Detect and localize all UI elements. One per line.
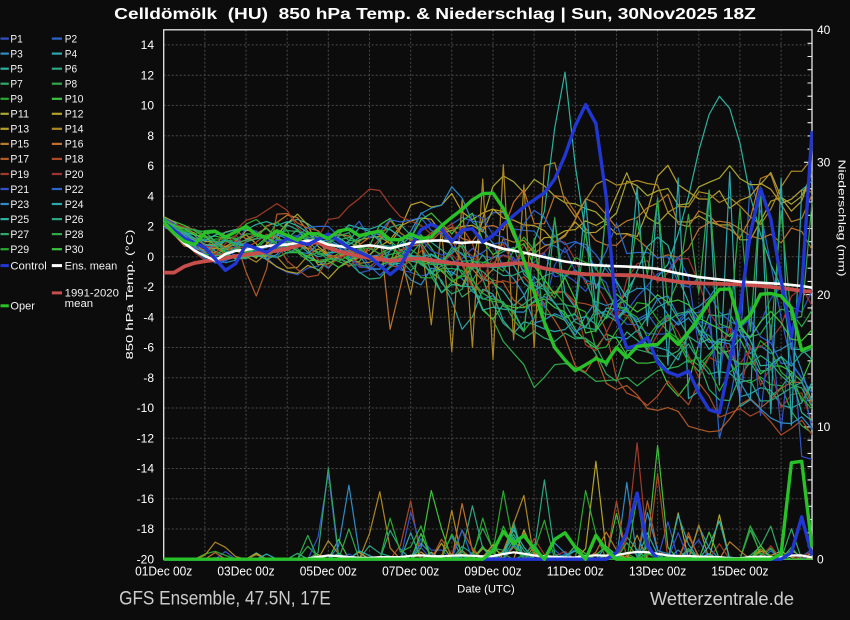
svg-text:P29: P29 (10, 244, 29, 256)
svg-text:10: 10 (817, 420, 831, 434)
svg-text:P12: P12 (65, 109, 84, 121)
svg-text:P13: P13 (10, 124, 29, 136)
svg-text:20: 20 (817, 288, 831, 302)
svg-text:01Dec 00z: 01Dec 00z (135, 565, 192, 579)
svg-text:Ens. mean: Ens. mean (65, 260, 118, 272)
svg-text:850 hPa Temp. (°C): 850 hPa Temp. (°C) (124, 230, 136, 360)
svg-text:-2: -2 (143, 280, 154, 294)
svg-text:P26: P26 (65, 214, 84, 226)
svg-text:P27: P27 (10, 229, 29, 241)
svg-text:2: 2 (147, 220, 154, 234)
svg-text:GFS Ensemble, 47.5N, 17E: GFS Ensemble, 47.5N, 17E (119, 589, 331, 610)
svg-text:-18: -18 (137, 522, 155, 536)
svg-text:P15: P15 (10, 139, 29, 151)
svg-text:P5: P5 (10, 64, 22, 76)
svg-text:40: 40 (817, 23, 831, 37)
svg-text:Celldömölk (HU) 850 hPa Temp: Celldömölk (HU) 850 hPa Temp. & Niedersc… (114, 6, 756, 23)
svg-text:1991-2020: 1991-2020 (65, 288, 119, 300)
svg-text:P20: P20 (65, 169, 84, 181)
svg-text:P11: P11 (10, 109, 29, 121)
svg-text:P7: P7 (10, 79, 22, 91)
svg-text:-14: -14 (137, 462, 155, 476)
svg-text:-10: -10 (137, 401, 155, 415)
svg-text:P9: P9 (10, 94, 22, 106)
svg-text:13Dec 00z: 13Dec 00z (629, 565, 686, 579)
svg-text:-20: -20 (137, 553, 155, 567)
svg-text:P16: P16 (65, 139, 84, 151)
svg-text:10: 10 (141, 99, 155, 113)
svg-text:P3: P3 (10, 48, 22, 60)
svg-text:P6: P6 (65, 64, 77, 76)
svg-text:mean: mean (65, 298, 93, 310)
svg-text:P22: P22 (65, 184, 84, 196)
svg-text:0: 0 (147, 250, 154, 264)
svg-text:05Dec 00z: 05Dec 00z (300, 565, 357, 579)
svg-text:-4: -4 (143, 310, 154, 324)
svg-text:P14: P14 (65, 124, 84, 136)
svg-text:07Dec 00z: 07Dec 00z (382, 565, 439, 579)
svg-text:Wetterzentrale.de: Wetterzentrale.de (650, 588, 794, 609)
svg-text:P21: P21 (10, 184, 29, 196)
svg-text:12: 12 (141, 68, 155, 82)
svg-text:4: 4 (147, 189, 154, 203)
svg-text:-6: -6 (143, 341, 154, 355)
svg-text:-12: -12 (137, 431, 155, 445)
svg-text:Oper: Oper (10, 301, 35, 313)
svg-text:Control: Control (10, 260, 46, 272)
svg-text:11Dec 00z: 11Dec 00z (547, 565, 604, 579)
svg-text:P1: P1 (10, 33, 22, 45)
svg-text:-16: -16 (137, 492, 155, 506)
svg-text:P23: P23 (10, 199, 29, 211)
svg-text:P4: P4 (65, 48, 77, 60)
svg-text:14: 14 (141, 38, 155, 52)
svg-text:P30: P30 (65, 244, 84, 256)
svg-text:P8: P8 (65, 79, 77, 91)
svg-text:30: 30 (817, 156, 831, 170)
svg-text:P18: P18 (65, 154, 84, 166)
svg-text:8: 8 (147, 129, 154, 143)
svg-text:0: 0 (817, 553, 824, 567)
svg-text:-8: -8 (143, 371, 154, 385)
svg-text:Date (UTC): Date (UTC) (457, 583, 515, 595)
svg-text:P19: P19 (10, 169, 29, 181)
svg-text:6: 6 (147, 159, 154, 173)
svg-text:Niederschlag (mm): Niederschlag (mm) (836, 160, 848, 277)
svg-text:P28: P28 (65, 229, 84, 241)
svg-text:P17: P17 (10, 154, 29, 166)
svg-text:P2: P2 (65, 33, 77, 45)
svg-text:03Dec 00z: 03Dec 00z (217, 565, 274, 579)
svg-text:P24: P24 (65, 199, 84, 211)
svg-text:P10: P10 (65, 94, 84, 106)
svg-text:15Dec 00z: 15Dec 00z (711, 565, 768, 579)
svg-text:P25: P25 (10, 214, 29, 226)
svg-text:09Dec 00z: 09Dec 00z (464, 565, 521, 579)
